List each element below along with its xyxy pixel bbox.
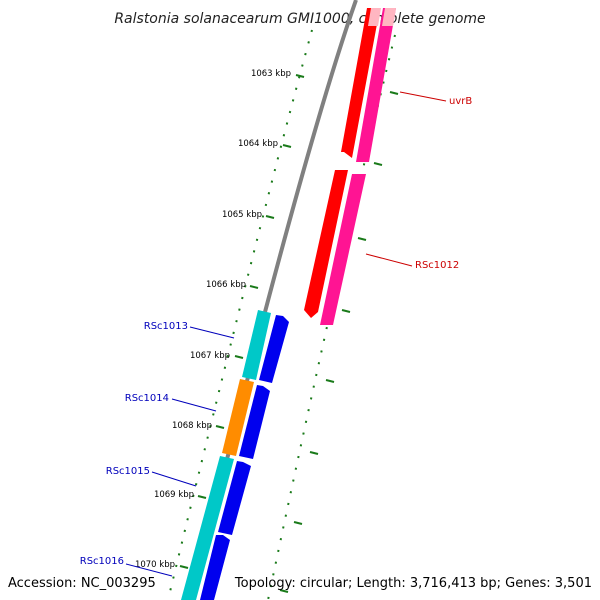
ruler-tick: [282, 144, 292, 148]
ruler-tick: [341, 309, 351, 313]
feature-RSc1012[interactable]: [304, 170, 366, 325]
leader-uvrB: [399, 91, 447, 102]
gene-labels: uvrB RSc1012 RSc1013 RSc1014 RSc1015 RSc…: [80, 96, 473, 567]
gene-arrow[interactable]: [200, 535, 230, 600]
ruler-tick: [295, 74, 305, 78]
ruler-tick: [179, 565, 189, 569]
topology-text: Topology: circular; Length: 3,716,413 bp…: [234, 576, 592, 591]
accession-text: Accession: NC_003295: [8, 576, 156, 591]
ruler-tick: [215, 425, 225, 429]
ruler-tick: [373, 162, 383, 166]
gene-arrow[interactable]: [382, 8, 396, 26]
gene-arrow[interactable]: [218, 461, 251, 535]
feature-RSc1015[interactable]: [181, 456, 251, 600]
ruler-tick: [249, 285, 259, 289]
gene-arrow[interactable]: [181, 456, 234, 600]
gene-arrow[interactable]: [341, 8, 380, 158]
gene-label-leaders: [125, 91, 447, 577]
gene-arrow[interactable]: [259, 315, 289, 383]
ruler-tick: [234, 355, 244, 359]
ruler-label: 1070 kbp: [135, 560, 175, 570]
gene-label-RSc1014[interactable]: RSc1014: [125, 393, 169, 404]
ruler-ticks: [179, 74, 399, 593]
ruler-label: 1066 kbp: [206, 280, 246, 290]
ruler-tick: [325, 379, 335, 383]
gene-label-RSc1015[interactable]: RSc1015: [106, 466, 150, 477]
gene-arrow[interactable]: [222, 379, 254, 456]
ruler-tick: [357, 237, 367, 241]
gene-arrow[interactable]: [356, 8, 396, 162]
gene-label-RSc1012[interactable]: RSc1012: [415, 260, 459, 271]
ruler-label: 1063 kbp: [251, 69, 291, 79]
ruler-track-left: [167, 29, 313, 600]
feature-RSc1013[interactable]: [242, 310, 289, 383]
leader-RSc1014: [171, 398, 217, 412]
ruler-tick: [309, 451, 319, 455]
gene-arrow[interactable]: [320, 174, 366, 325]
feature-RSc1014[interactable]: [222, 379, 270, 459]
gene-arrow[interactable]: [304, 170, 348, 318]
ruler-tick: [293, 521, 303, 525]
ruler-label: 1069 kbp: [154, 490, 194, 500]
leader-RSc1015: [151, 471, 197, 487]
ruler-labels: 1063 kbp 1064 kbp 1065 kbp 1066 kbp 1067…: [135, 69, 291, 570]
gene-label-RSc1013[interactable]: RSc1013: [144, 321, 188, 332]
ruler-tick: [265, 215, 275, 219]
gene-arrow[interactable]: [368, 8, 381, 26]
ruler-tick: [389, 91, 399, 95]
ruler-tick: [279, 589, 289, 593]
gene-label-uvrB[interactable]: uvrB: [449, 96, 472, 107]
feature-RSc1016[interactable]: [200, 535, 230, 600]
ruler-label: 1068 kbp: [172, 421, 212, 431]
leader-RSc1016: [125, 563, 173, 577]
leader-RSc1012: [365, 253, 413, 267]
ruler-tick: [197, 495, 207, 499]
ruler-label: 1064 kbp: [238, 139, 278, 149]
gene-arrow[interactable]: [239, 385, 270, 459]
leader-RSc1013: [189, 326, 235, 339]
map-title: Ralstonia solanacearum GMI1000, complete…: [114, 11, 485, 27]
feature-uvrB[interactable]: [341, 8, 396, 162]
ruler-label: 1065 kbp: [222, 210, 262, 220]
ruler-label: 1067 kbp: [190, 351, 230, 361]
gene-label-RSc1016[interactable]: RSc1016: [80, 556, 124, 567]
gene-arrow[interactable]: [242, 310, 271, 380]
